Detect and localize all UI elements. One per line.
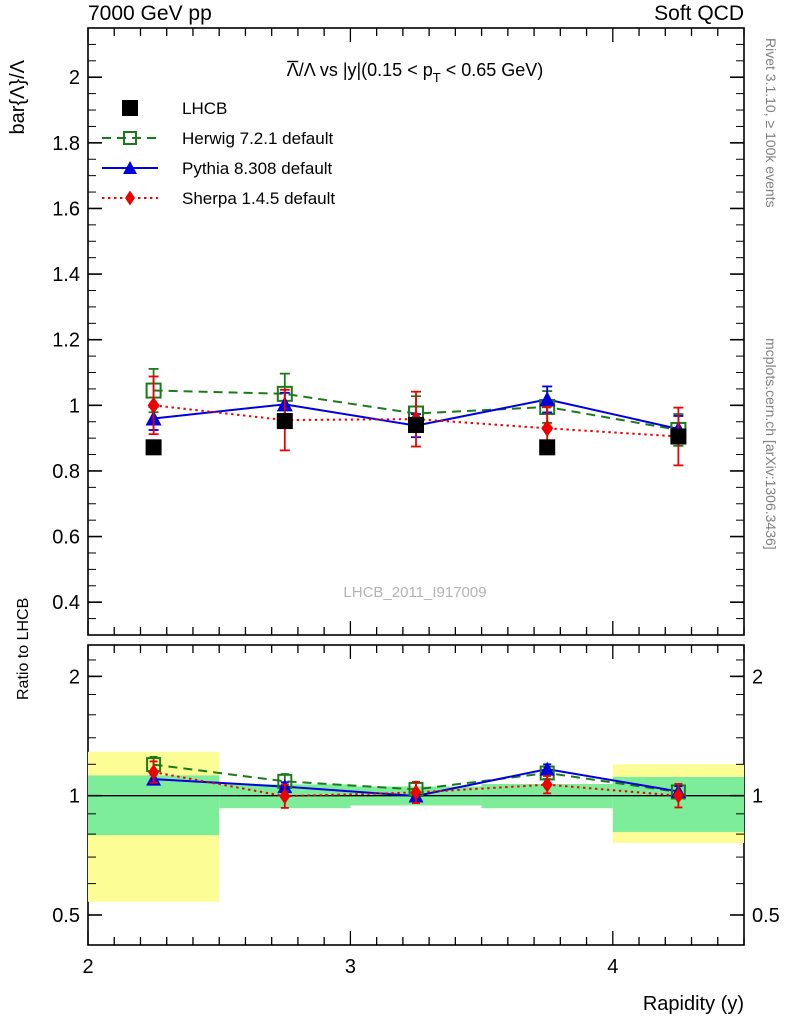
ratio-data-point: [148, 760, 160, 784]
marker-triangle-filled: [123, 161, 137, 174]
ratio-y-axis-label: Ratio to LHCB: [15, 598, 32, 700]
marker-diamond-filled: [541, 419, 554, 437]
ratio-data-point: [672, 783, 684, 809]
marker-triangle-filled: [539, 391, 556, 407]
main-y-tick-label: 0.4: [52, 592, 80, 614]
data-point-lhcb: [670, 428, 687, 445]
ratio-y-tick-label-right: 1: [752, 786, 763, 808]
marker-triangle-filled: [539, 761, 555, 776]
title-pt: p: [423, 60, 433, 80]
data-point-lhcb: [539, 439, 556, 456]
marker-diamond-filled: [279, 788, 291, 805]
legend-item-label: Herwig 7.2.1 default: [182, 129, 333, 148]
x-tick-label: 2: [82, 956, 93, 978]
series-line: [153, 404, 679, 438]
title-lambda-bar: Λ: [287, 60, 299, 80]
marker-diamond-filled: [410, 784, 422, 801]
x-tick-label: 3: [345, 956, 356, 978]
side-label-rivet: Rivet 3.1.10, ≥ 100k events: [763, 38, 779, 208]
data-point-lhcb: [408, 417, 424, 434]
ratio-x-ticks: [87, 645, 745, 945]
x-tick-label: 4: [607, 956, 618, 978]
ratio-data-point: [279, 783, 291, 809]
legend-item[interactable]: LHCB: [122, 99, 227, 118]
main-y-minor-ticks: [88, 43, 744, 620]
legend: LHCB Herwig 7.2.1 default Pythia 8.308 def…: [102, 99, 335, 208]
main-y-tick-label: 1.4: [52, 264, 80, 286]
header-left-label: 7000 GeV pp: [88, 2, 212, 25]
main-y-tick-label: 0.6: [52, 527, 80, 549]
legend-item-label: LHCB: [182, 99, 227, 118]
ratio-data-layer: [146, 755, 686, 809]
main-y-axis-label: bar{Λ}/Λ: [7, 59, 29, 134]
marker-square-filled: [122, 100, 138, 116]
legend-item[interactable]: Pythia 8.308 default: [102, 159, 333, 178]
legend-item-label: Sherpa 1.4.5 default: [182, 189, 335, 208]
ratio-y-tick-label: 0.5: [52, 905, 80, 927]
analysis-watermark: LHCB_2011_I917009: [343, 584, 486, 601]
marker-square-filled: [408, 417, 424, 434]
main-y-major-ticks: [88, 76, 744, 603]
marker-square-filled: [145, 439, 162, 456]
marker-square-filled: [670, 428, 687, 445]
plot-title: Λ/Λ vs |y|(0.15 < pT < 0.65 GeV): [287, 60, 544, 85]
marker-diamond-filled: [147, 396, 160, 414]
title-tail: < 0.65 GeV): [441, 60, 544, 80]
title-rest: /Λ vs |y|(0.15 <: [299, 60, 423, 80]
x-tick-labels: 2 3 4: [82, 956, 618, 978]
ratio-y-tick-label-right: 2: [752, 666, 763, 688]
ratio-data-point: [410, 780, 422, 804]
main-panel-frame: [87, 27, 745, 636]
data-point-lhcb: [276, 413, 293, 430]
data-point-lhcb: [145, 439, 162, 456]
main-y-tick-label: 1.6: [52, 198, 80, 220]
ratio-y-minor-ticks: [88, 659, 744, 916]
data-point: [147, 375, 160, 436]
main-y-tick-labels: 2 1.8 1.6 1.4 1.2 1 0.8 0.6 0.4: [52, 67, 80, 614]
ratio-y-tick-label: 1: [69, 786, 80, 808]
legend-item[interactable]: Sherpa 1.4.5 default: [102, 189, 335, 208]
main-y-tick-label: 1.2: [52, 330, 80, 352]
marker-square-filled: [276, 413, 293, 430]
legend-item-label: Pythia 8.308 default: [182, 159, 333, 178]
side-label-mcplots: mcplots.cern.ch [arXiv:1306.3436]: [763, 338, 779, 550]
ratio-y-tick-label-right: 0.5: [752, 905, 780, 927]
header-right-label: Soft QCD: [654, 2, 744, 25]
ratio-y-tick-labels: 2 2 1 1 0.5 0.5: [52, 666, 780, 927]
marker-diamond-filled: [672, 787, 684, 804]
x-axis-label: Rapidity (y): [643, 993, 744, 1015]
title-pt-subscript: T: [433, 70, 441, 85]
main-y-tick-label: 0.8: [52, 461, 80, 483]
ratio-data-point: [539, 761, 555, 776]
marker-square-open: [123, 131, 137, 145]
main-y-tick-label: 2: [69, 67, 80, 89]
ratio-y-tick-label: 2: [69, 666, 80, 688]
svg-text:Λ/Λ vs |y|(0.15 < pT < 0.65 Ge: Λ/Λ vs |y|(0.15 < pT < 0.65 GeV): [287, 60, 544, 85]
main-y-tick-label: 1: [69, 395, 80, 417]
legend-item[interactable]: Herwig 7.2.1 default: [102, 129, 333, 148]
main-x-ticks: [87, 28, 745, 635]
main-data-layer: [145, 368, 687, 467]
main-y-tick-label: 1.8: [52, 133, 80, 155]
marker-diamond-filled: [541, 776, 553, 793]
marker-diamond-filled: [125, 190, 135, 206]
ratio-data-point: [541, 775, 553, 795]
marker-diamond-filled: [148, 764, 160, 781]
ratio-uncertainty-bands: [88, 751, 744, 902]
marker-square-filled: [539, 439, 556, 456]
